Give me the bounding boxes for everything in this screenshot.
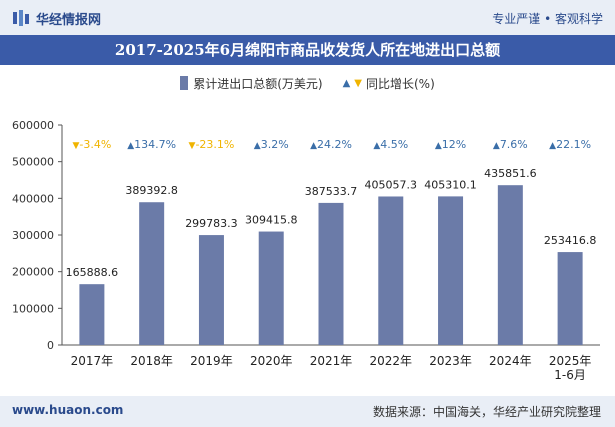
bar [497, 185, 523, 345]
x-tick-label: 2017年 [71, 354, 114, 368]
growth-value: -23.1% [195, 138, 234, 151]
slogan: 专业严谨 • 客观科学 [492, 12, 603, 26]
bar [438, 196, 464, 345]
bar-value-label: 405310.1 [424, 178, 477, 191]
bar-value-label: 405057.3 [365, 178, 418, 191]
bar-value-label: 309415.8 [245, 214, 298, 227]
y-tick-label: 500000 [12, 156, 54, 169]
growth-value: -3.4% [79, 138, 111, 151]
triangle-up-icon: ▲ [310, 141, 317, 151]
growth-label: ▲12% [435, 138, 466, 151]
growth-value: 12% [442, 138, 466, 151]
y-tick-label: 0 [47, 339, 54, 352]
triangle-up-icon: ▲ [254, 141, 261, 151]
data-source: 数据来源：中国海关，华经产业研究院整理 [372, 405, 601, 419]
y-tick-label: 400000 [12, 192, 54, 205]
x-tick-label: 2022年 [370, 354, 413, 368]
brand: 华经情报网 [12, 8, 101, 28]
growth-label: ▲22.1% [549, 138, 591, 151]
legend-bar-swatch [180, 76, 189, 90]
legend: 累计进出口总额(万美元) ▲ ▼ 同比增长(%) [0, 72, 615, 94]
bar [258, 231, 284, 345]
triangle-up-icon: ▲ [373, 141, 380, 151]
x-tick-label: 2024年 [489, 354, 532, 368]
triangle-up-icon: ▲ [127, 141, 134, 151]
growth-value: 3.2% [261, 138, 289, 151]
x-tick-label: 1-6月 [554, 368, 586, 382]
footer-band: www.huaon.com 数据来源：中国海关，华经产业研究院整理 [0, 396, 615, 427]
x-tick-label: 2020年 [250, 354, 293, 368]
triangle-up-icon: ▲ [493, 141, 500, 151]
x-tick-label: 2019年 [190, 354, 233, 368]
bar-value-label: 435851.6 [484, 167, 537, 180]
bar-value-label: 299783.3 [185, 217, 238, 230]
growth-label: ▲7.6% [493, 138, 528, 151]
triangle-down-icon: ▼ [354, 77, 362, 89]
growth-value: 24.2% [317, 138, 352, 151]
bar-value-label: 387533.7 [305, 185, 358, 198]
bar [318, 202, 344, 345]
bar-chart: 0 100000 200000 300000 400000 500000 600000 165… [12, 119, 600, 382]
legend-label-growth: 同比增长(%) [366, 76, 435, 91]
growth-label: ▲3.2% [254, 138, 289, 151]
growth-value: 22.1% [556, 138, 591, 151]
triangle-up-icon: ▲ [342, 77, 351, 89]
site-url: www.huaon.com [12, 403, 124, 417]
triangle-up-icon: ▲ [435, 141, 442, 151]
bar [557, 252, 583, 345]
bar-value-label: 389392.8 [125, 184, 178, 197]
bar-value-label: 253416.8 [544, 234, 597, 247]
x-tick-label: 2018年 [130, 354, 173, 368]
x-tick-label: 2025年 [549, 354, 592, 368]
chart-title: 2017-2025年6月绵阳市商品收发货人所在地进出口总额 [114, 41, 501, 59]
growth-label: ▼-3.4% [72, 138, 111, 151]
legend-item-total: 累计进出口总额(万美元) [180, 75, 323, 92]
growth-label: ▲4.5% [373, 138, 408, 151]
header-band: 华经情报网 专业严谨 • 客观科学 [0, 0, 615, 35]
title-band: 2017-2025年6月绵阳市商品收发货人所在地进出口总额 [0, 35, 615, 65]
legend-item-growth: ▲ ▼ 同比增长(%) [343, 75, 435, 92]
triangle-up-icon: ▲ [549, 141, 556, 151]
brand-logo-icon [13, 10, 29, 26]
growth-value: 4.5% [380, 138, 408, 151]
y-tick-label: 200000 [12, 266, 54, 279]
growth-value: 134.7% [134, 138, 176, 151]
growth-label: ▲24.2% [310, 138, 352, 151]
growth-label: ▼-23.1% [189, 138, 235, 151]
brand-name: 华经情报网 [36, 12, 102, 28]
legend-label-total: 累计进出口总额(万美元) [193, 76, 323, 91]
y-tick-label: 300000 [12, 229, 54, 242]
y-tick-label: 100000 [12, 302, 54, 315]
x-tick-label: 2021年 [310, 354, 353, 368]
bar [198, 235, 224, 345]
y-tick-label: 600000 [12, 119, 54, 132]
growth-label: ▲134.7% [127, 138, 176, 151]
triangle-down-icon: ▼ [72, 141, 79, 151]
x-tick-label: 2023年 [429, 354, 472, 368]
triangle-down-icon: ▼ [189, 141, 196, 151]
bar [378, 196, 404, 345]
bar-value-label: 165888.6 [66, 266, 119, 279]
growth-value: 7.6% [500, 138, 528, 151]
bar [79, 284, 105, 345]
bar [139, 202, 165, 345]
